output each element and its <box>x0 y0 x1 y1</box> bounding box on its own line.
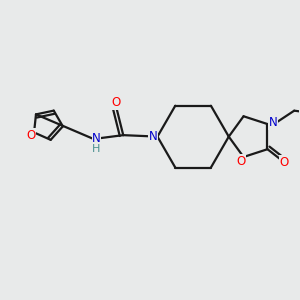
Text: H: H <box>92 144 101 154</box>
Text: O: O <box>236 155 245 168</box>
Text: N: N <box>268 116 277 129</box>
Text: O: O <box>111 96 120 109</box>
Text: O: O <box>26 129 36 142</box>
Text: N: N <box>148 130 157 143</box>
Text: N: N <box>92 132 101 145</box>
Text: O: O <box>279 156 288 169</box>
